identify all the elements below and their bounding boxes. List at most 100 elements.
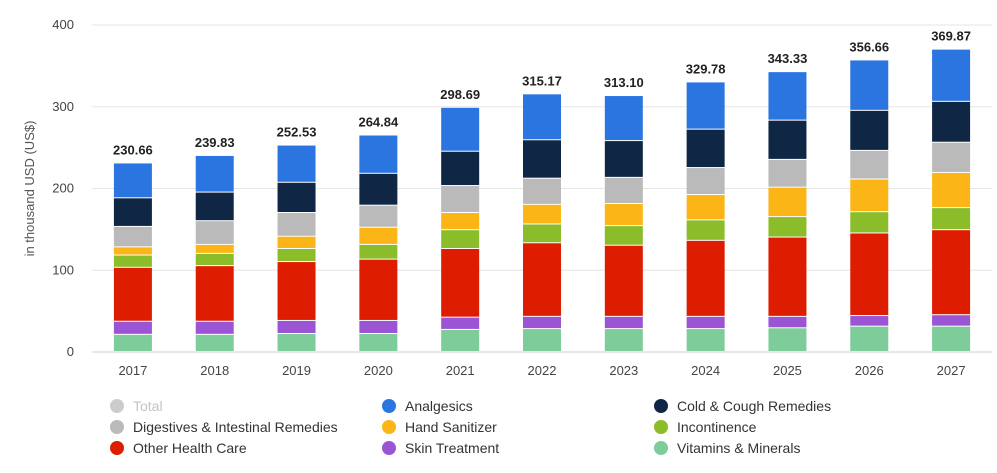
bar-segment[interactable] bbox=[277, 248, 316, 262]
bar-segment[interactable] bbox=[850, 316, 889, 326]
total-label: 343.33 bbox=[768, 51, 808, 66]
bar-segment[interactable] bbox=[850, 110, 889, 150]
bar-segment[interactable] bbox=[277, 182, 316, 213]
bar-segment[interactable] bbox=[113, 226, 152, 247]
bar-segment[interactable] bbox=[113, 321, 152, 334]
bar-segment[interactable] bbox=[686, 82, 725, 129]
bar-segment[interactable] bbox=[686, 220, 725, 240]
bar-segment[interactable] bbox=[932, 49, 971, 101]
bar-segment[interactable] bbox=[850, 179, 889, 212]
bar-segment[interactable] bbox=[441, 107, 480, 151]
bar-segment[interactable] bbox=[277, 213, 316, 236]
bar-segment[interactable] bbox=[277, 262, 316, 320]
bar-segment[interactable] bbox=[604, 96, 643, 141]
bar-segment[interactable] bbox=[768, 120, 807, 159]
bar-segment[interactable] bbox=[277, 145, 316, 182]
bar-segment[interactable] bbox=[604, 204, 643, 226]
bar-segment[interactable] bbox=[686, 316, 725, 329]
bar-segment[interactable] bbox=[686, 240, 725, 316]
bar-segment[interactable] bbox=[195, 244, 234, 253]
bar-segment[interactable] bbox=[932, 172, 971, 208]
legend-item[interactable]: Digestives & Intestinal Remedies bbox=[110, 419, 338, 435]
bar-segment[interactable] bbox=[768, 72, 807, 120]
bar-segment[interactable] bbox=[195, 266, 234, 321]
bar-segment[interactable] bbox=[768, 217, 807, 237]
bar-segment[interactable] bbox=[768, 159, 807, 187]
bar-segment[interactable] bbox=[277, 236, 316, 248]
bar-segment[interactable] bbox=[441, 317, 480, 329]
bar-segment[interactable] bbox=[441, 186, 480, 213]
bar-segment[interactable] bbox=[113, 255, 152, 267]
bar-segment[interactable] bbox=[523, 316, 561, 329]
bar-segment[interactable] bbox=[850, 212, 889, 233]
bar-segment[interactable] bbox=[768, 237, 807, 316]
bar-segment[interactable] bbox=[850, 326, 889, 351]
bar-segment[interactable] bbox=[195, 155, 234, 192]
bar-segment[interactable] bbox=[277, 334, 316, 351]
bar-segment[interactable] bbox=[932, 230, 971, 315]
bar-segment[interactable] bbox=[359, 173, 398, 205]
bar-segment[interactable] bbox=[523, 204, 561, 224]
bar-segment[interactable] bbox=[604, 329, 643, 351]
bar-segment[interactable] bbox=[523, 94, 561, 140]
bar-segment[interactable] bbox=[113, 163, 152, 198]
legend-item[interactable]: Skin Treatment bbox=[382, 440, 499, 456]
bar-segment[interactable] bbox=[195, 253, 234, 266]
bar-segment[interactable] bbox=[113, 267, 152, 321]
bar-segment[interactable] bbox=[523, 243, 561, 316]
bar-segment[interactable] bbox=[441, 230, 480, 248]
bar-segment[interactable] bbox=[359, 320, 398, 334]
bar-segment[interactable] bbox=[359, 227, 398, 244]
bar-segment[interactable] bbox=[932, 326, 971, 351]
bar-segment[interactable] bbox=[686, 168, 725, 195]
bar-segment[interactable] bbox=[523, 329, 561, 351]
bar-segment[interactable] bbox=[359, 244, 398, 259]
legend-item[interactable]: Analgesics bbox=[382, 398, 473, 414]
bar-segment[interactable] bbox=[195, 321, 234, 334]
bar-segment[interactable] bbox=[441, 151, 480, 186]
bar-segment[interactable] bbox=[604, 141, 643, 177]
bar-segment[interactable] bbox=[768, 187, 807, 217]
bar-segment[interactable] bbox=[113, 198, 152, 226]
bar-segment[interactable] bbox=[113, 334, 152, 351]
legend-item[interactable]: Hand Sanitizer bbox=[382, 419, 497, 435]
bar-segment[interactable] bbox=[850, 233, 889, 316]
bar-segment[interactable] bbox=[441, 248, 480, 317]
bar-segment[interactable] bbox=[604, 226, 643, 245]
bar-segment[interactable] bbox=[359, 205, 398, 227]
bar-segment[interactable] bbox=[686, 195, 725, 220]
bar-segment[interactable] bbox=[523, 178, 561, 204]
bar-segment[interactable] bbox=[441, 329, 480, 351]
bar-segment[interactable] bbox=[195, 192, 234, 221]
total-labels: 230.66 239.83 252.53 264.84 298.69 315.17 313.… bbox=[113, 29, 971, 158]
bar-segment[interactable] bbox=[768, 316, 807, 328]
bar-segment[interactable] bbox=[195, 221, 234, 244]
bar-segment[interactable] bbox=[932, 142, 971, 172]
bar-segment[interactable] bbox=[686, 129, 725, 168]
bar-segment[interactable] bbox=[850, 150, 889, 179]
bar-segment[interactable] bbox=[113, 247, 152, 255]
bar-segment[interactable] bbox=[523, 140, 561, 178]
bar-segment[interactable] bbox=[441, 213, 480, 230]
legend-item[interactable]: Other Health Care bbox=[110, 440, 247, 456]
bar-segment[interactable] bbox=[359, 135, 398, 173]
legend-item[interactable]: Incontinence bbox=[654, 419, 756, 435]
bar-segment[interactable] bbox=[932, 208, 971, 230]
bar-segment[interactable] bbox=[359, 259, 398, 320]
bar-segment[interactable] bbox=[195, 334, 234, 351]
legend-item[interactable]: Vitamins & Minerals bbox=[654, 440, 800, 456]
bar-segment[interactable] bbox=[932, 101, 971, 142]
bar-segment[interactable] bbox=[604, 177, 643, 204]
bar-segment[interactable] bbox=[277, 320, 316, 334]
bar-segment[interactable] bbox=[523, 224, 561, 243]
bar-segment[interactable] bbox=[932, 315, 971, 326]
bar-segment[interactable] bbox=[686, 329, 725, 351]
bar-segment[interactable] bbox=[359, 334, 398, 351]
legend-item[interactable]: Total bbox=[110, 398, 163, 414]
x-tick-label: 2021 bbox=[446, 363, 475, 378]
bar-segment[interactable] bbox=[850, 60, 889, 110]
bar-segment[interactable] bbox=[604, 245, 643, 316]
bar-segment[interactable] bbox=[768, 328, 807, 351]
bar-segment[interactable] bbox=[604, 316, 643, 329]
legend-item[interactable]: Cold & Cough Remedies bbox=[654, 398, 831, 414]
